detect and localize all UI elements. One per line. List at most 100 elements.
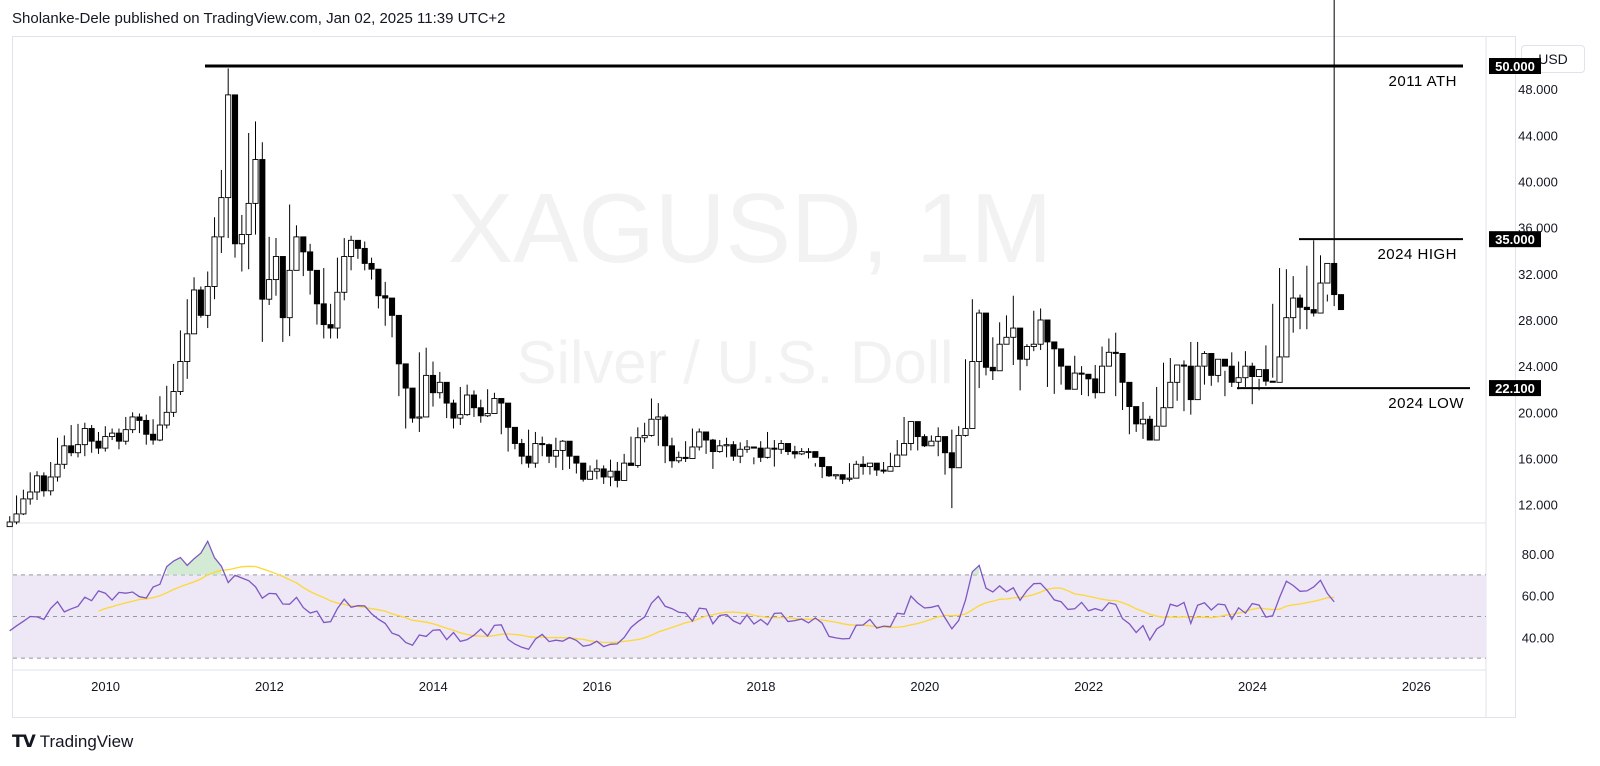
candle — [1160, 362, 1167, 427]
candle-body — [982, 312, 990, 368]
candle-body — [13, 513, 20, 523]
candle-body — [1023, 346, 1031, 360]
candle — [723, 437, 730, 458]
candle-body — [27, 491, 34, 500]
candle — [88, 425, 95, 453]
candle — [1037, 308, 1044, 350]
candle-body — [1317, 282, 1324, 314]
candle — [375, 268, 382, 309]
candle-body — [757, 447, 764, 458]
candle-body — [1242, 365, 1249, 379]
candle-body — [1180, 364, 1188, 367]
candle-body — [88, 428, 95, 442]
candle — [573, 455, 580, 474]
candle — [935, 427, 942, 457]
candle — [20, 489, 27, 516]
price-tag-label: 50.000 — [1495, 59, 1535, 74]
candle-body — [1276, 356, 1283, 383]
candle-body — [252, 159, 259, 204]
candle-body — [1208, 353, 1215, 376]
candle-body — [1126, 381, 1133, 408]
price-tick-label: 16.000 — [1518, 452, 1558, 467]
candle-body — [668, 445, 675, 462]
candle — [1235, 361, 1242, 390]
candle — [47, 461, 54, 496]
candle — [607, 459, 614, 487]
candle — [129, 412, 136, 434]
candle-body — [122, 429, 129, 442]
candle-body — [266, 279, 273, 300]
candle-body — [743, 446, 751, 450]
candle — [600, 465, 607, 484]
candle — [286, 204, 293, 337]
candle-body — [68, 445, 75, 454]
level-0[interactable]: 2011 ATH 50.000 — [205, 58, 1541, 90]
candle-body — [382, 295, 389, 299]
candle-body — [143, 419, 150, 435]
candle-body — [272, 256, 280, 281]
candle-body — [218, 197, 225, 238]
candle — [423, 347, 430, 418]
candle — [1051, 341, 1058, 394]
candle — [1262, 345, 1269, 386]
price-tick-label: 32.000 — [1518, 267, 1558, 282]
candle — [887, 452, 894, 472]
candle — [150, 419, 157, 445]
candle-body — [1194, 365, 1201, 401]
candle — [95, 431, 102, 454]
candle-body — [1133, 406, 1140, 425]
footer: 𝗧𝗩 TradingView — [12, 732, 133, 752]
candle — [272, 238, 280, 296]
candle-body — [238, 234, 245, 245]
candle-body — [1187, 365, 1194, 401]
candle-body — [511, 426, 518, 444]
candle-body — [109, 432, 116, 438]
candle-body — [805, 451, 812, 454]
candle-body — [47, 476, 54, 492]
candle — [388, 297, 396, 338]
candle-body — [313, 269, 320, 305]
candle-body — [1283, 317, 1290, 358]
candle-body — [586, 470, 594, 480]
candle — [252, 121, 259, 235]
candle — [928, 435, 935, 447]
candle — [74, 423, 82, 458]
time-tick-label: 2026 — [1402, 679, 1431, 694]
annotations[interactable]: 2011 ATH 50.000 2024 HIGH 35.000 2024 LOW 22.… — [205, 58, 1541, 412]
candle — [177, 330, 184, 396]
price-tag — [1489, 380, 1541, 397]
candle-body — [887, 466, 894, 472]
candle-body — [901, 443, 908, 456]
candle — [1194, 341, 1201, 401]
tradingview-logo-icon[interactable]: 𝗧𝗩 — [12, 732, 36, 751]
candle — [682, 441, 689, 462]
candle-body — [327, 324, 334, 329]
candle-body — [286, 269, 293, 319]
candle-body — [354, 239, 361, 249]
price-tick-label: 28.000 — [1518, 313, 1558, 328]
candle — [259, 142, 266, 342]
rsi-tick-label: 80.00 — [1522, 547, 1555, 562]
candle — [1010, 295, 1017, 366]
level-2[interactable]: 2024 LOW 22.100 — [1237, 380, 1541, 412]
footer-brand[interactable]: TradingView — [39, 732, 134, 751]
candle — [1180, 360, 1188, 412]
price-tick-label: 44.000 — [1518, 128, 1558, 143]
level-1[interactable]: 2024 HIGH 35.000 — [1299, 231, 1541, 263]
candle — [593, 459, 600, 480]
candle-body — [423, 374, 430, 418]
candle-body — [450, 402, 457, 419]
candle-body — [914, 421, 921, 438]
candle-body — [614, 470, 621, 481]
candle — [962, 359, 969, 437]
candle — [231, 94, 239, 258]
candle-body — [1085, 373, 1092, 380]
candle-body — [955, 434, 962, 469]
candle-body — [300, 236, 307, 253]
candle-body — [477, 407, 484, 417]
candle — [1105, 338, 1112, 367]
candle — [184, 299, 191, 379]
candle-body — [416, 416, 423, 419]
candle — [969, 299, 976, 429]
